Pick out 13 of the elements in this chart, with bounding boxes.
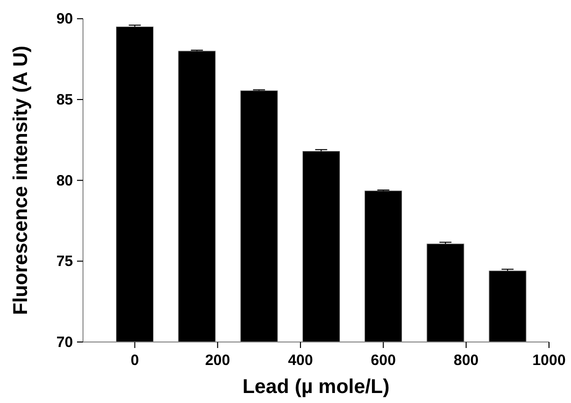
y-tick-label: 85 [56,92,73,109]
x-tick-label: 0 [130,352,139,369]
x-tick-label: 1000 [532,352,566,369]
x-tick-label: 600 [370,352,396,369]
x-axis-title: Lead (µ mole/L) [242,376,390,398]
y-tick-label: 75 [56,253,73,270]
y-tick-label: 70 [56,334,73,351]
y-tick-label: 90 [56,10,73,28]
x-tick-label: 400 [288,352,313,369]
y-tick-label: 80 [56,172,73,190]
x-tick-label: 200 [205,352,230,369]
x-tick-label: 800 [454,352,479,369]
y-axis-title: Fluorescence intensity (A U) [10,46,32,316]
